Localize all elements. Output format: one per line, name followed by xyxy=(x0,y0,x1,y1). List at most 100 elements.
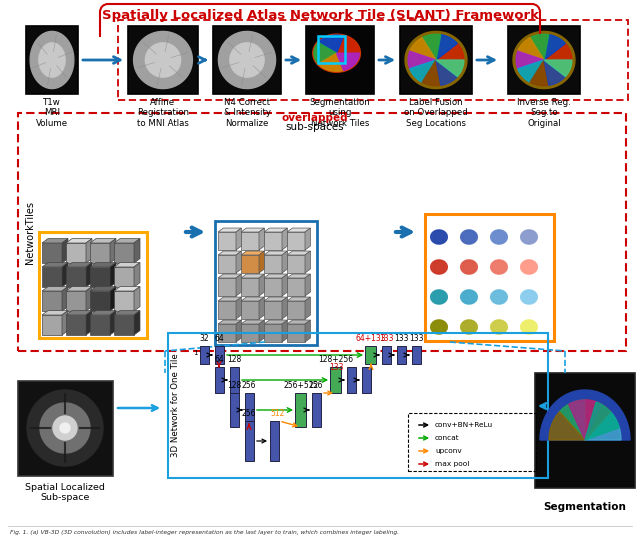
Bar xyxy=(66,291,86,311)
Bar xyxy=(42,315,62,335)
Polygon shape xyxy=(287,228,310,232)
Polygon shape xyxy=(114,311,140,315)
Polygon shape xyxy=(42,238,68,243)
Bar xyxy=(215,221,317,345)
Polygon shape xyxy=(218,31,276,89)
Text: 64+133: 64+133 xyxy=(356,334,387,343)
Polygon shape xyxy=(62,262,68,287)
Polygon shape xyxy=(114,238,140,243)
Text: 256: 256 xyxy=(242,381,256,390)
Text: Inverse Reg.
Seg.to
Original: Inverse Reg. Seg.to Original xyxy=(517,98,571,128)
Bar xyxy=(168,333,548,478)
Bar xyxy=(397,346,406,364)
Polygon shape xyxy=(236,228,241,250)
Bar xyxy=(90,267,110,287)
Bar xyxy=(264,255,282,273)
Polygon shape xyxy=(86,311,92,335)
Polygon shape xyxy=(282,251,287,273)
Bar xyxy=(90,291,110,311)
Polygon shape xyxy=(114,262,140,267)
Polygon shape xyxy=(282,228,287,250)
Polygon shape xyxy=(530,60,549,85)
Polygon shape xyxy=(42,311,68,315)
Bar xyxy=(400,26,472,94)
Text: 1: 1 xyxy=(193,350,197,356)
Bar xyxy=(264,278,282,296)
Text: Spatially Localized Atlas Network Tile (SLANT) Framework: Spatially Localized Atlas Network Tile (… xyxy=(102,9,538,21)
Polygon shape xyxy=(305,251,310,273)
Polygon shape xyxy=(405,31,467,89)
Text: 512: 512 xyxy=(271,409,285,418)
Polygon shape xyxy=(518,38,544,60)
Polygon shape xyxy=(236,320,241,342)
Polygon shape xyxy=(60,423,70,433)
Polygon shape xyxy=(461,260,477,274)
Bar xyxy=(218,278,236,296)
Polygon shape xyxy=(264,251,287,255)
Text: 128: 128 xyxy=(227,381,241,390)
Bar xyxy=(365,346,376,364)
Polygon shape xyxy=(282,297,287,319)
Bar xyxy=(200,346,209,364)
Polygon shape xyxy=(110,287,116,311)
Polygon shape xyxy=(523,321,535,333)
Polygon shape xyxy=(431,260,447,274)
Polygon shape xyxy=(544,60,572,77)
Bar xyxy=(114,243,134,263)
Bar xyxy=(264,301,282,319)
Polygon shape xyxy=(523,231,535,243)
Bar xyxy=(215,346,224,364)
Polygon shape xyxy=(337,53,359,70)
Polygon shape xyxy=(461,230,477,244)
Polygon shape xyxy=(493,291,505,303)
Polygon shape xyxy=(241,297,264,301)
Text: 256: 256 xyxy=(308,381,323,390)
Bar xyxy=(535,373,635,488)
Bar xyxy=(90,315,110,335)
Polygon shape xyxy=(40,403,90,453)
Polygon shape xyxy=(313,34,360,72)
Text: 133: 133 xyxy=(409,334,423,343)
Polygon shape xyxy=(585,402,620,440)
Polygon shape xyxy=(516,51,544,69)
Polygon shape xyxy=(287,320,310,324)
Bar xyxy=(128,26,198,94)
Text: Segmentation
using
Network Tiles: Segmentation using Network Tiles xyxy=(310,98,371,128)
Polygon shape xyxy=(110,238,116,263)
Text: conv+BN+ReLu: conv+BN+ReLu xyxy=(435,422,493,428)
Polygon shape xyxy=(110,262,116,287)
Polygon shape xyxy=(42,262,68,267)
Bar xyxy=(312,393,321,427)
Polygon shape xyxy=(305,297,310,319)
Text: 133: 133 xyxy=(379,334,393,343)
Polygon shape xyxy=(305,228,310,250)
Text: N4 Correct
& Intensity
Normalize: N4 Correct & Intensity Normalize xyxy=(223,98,271,128)
Polygon shape xyxy=(264,297,287,301)
Text: 32: 32 xyxy=(199,334,209,343)
Polygon shape xyxy=(410,60,436,82)
Polygon shape xyxy=(42,287,68,291)
Polygon shape xyxy=(305,274,310,296)
Polygon shape xyxy=(314,43,337,64)
Text: concat: concat xyxy=(435,435,460,441)
Polygon shape xyxy=(422,35,441,60)
Text: max pool: max pool xyxy=(435,461,469,467)
Polygon shape xyxy=(521,320,538,334)
Polygon shape xyxy=(433,261,445,273)
Polygon shape xyxy=(544,43,572,60)
Polygon shape xyxy=(493,261,505,273)
Polygon shape xyxy=(461,290,477,304)
Polygon shape xyxy=(422,60,441,85)
Polygon shape xyxy=(264,274,287,278)
Polygon shape xyxy=(461,320,477,334)
Polygon shape xyxy=(518,60,544,82)
Bar xyxy=(241,232,259,250)
Polygon shape xyxy=(436,43,464,60)
Polygon shape xyxy=(62,287,68,311)
Polygon shape xyxy=(436,60,464,77)
Polygon shape xyxy=(90,262,116,267)
Polygon shape xyxy=(134,238,140,263)
Bar xyxy=(17,380,113,476)
Bar xyxy=(362,367,371,393)
Polygon shape xyxy=(236,297,241,319)
